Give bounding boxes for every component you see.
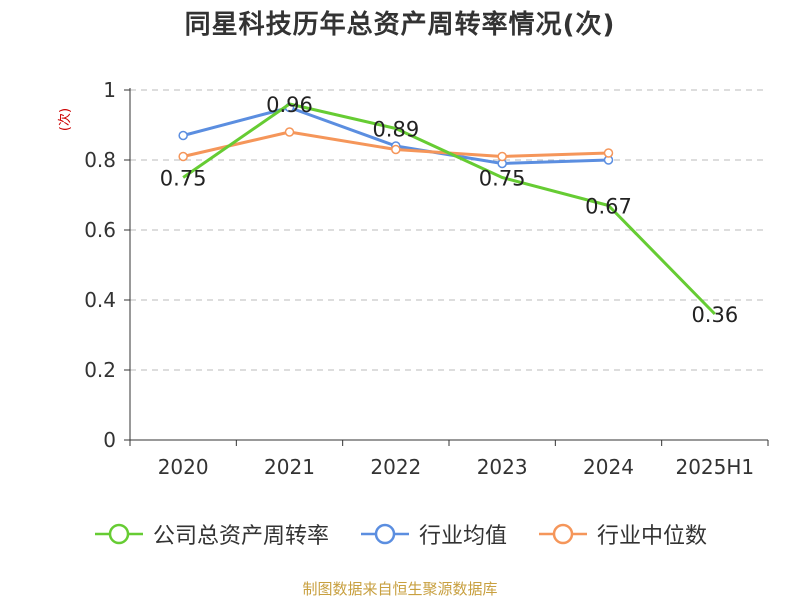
- legend-swatch-icon: [539, 523, 587, 545]
- data-label: 0.96: [266, 93, 313, 117]
- y-tick-label: 0.4: [84, 288, 116, 312]
- data-label: 0.67: [585, 195, 632, 219]
- data-label: 0.75: [160, 167, 207, 191]
- x-tick-label: 2020: [158, 455, 209, 479]
- data-point: [178, 151, 188, 162]
- x-tick-label: 2022: [370, 455, 421, 479]
- legend-item[interactable]: 行业中位数: [537, 518, 707, 550]
- series-line: [182, 102, 716, 316]
- data-point: [178, 130, 188, 141]
- y-tick-label: 1: [103, 78, 116, 102]
- data-label: 0.89: [372, 118, 419, 142]
- x-tick-label: 2021: [264, 455, 315, 479]
- data-label: 0.75: [479, 167, 526, 191]
- legend: 公司总资产周转率 行业均值 行业中位数: [0, 518, 800, 550]
- x-tick-label: 2025H1: [675, 455, 754, 479]
- y-tick-label: 0.2: [84, 358, 116, 382]
- data-point: [603, 148, 614, 158]
- x-tick-label: 2024: [583, 455, 634, 479]
- chart-title: 同星科技历年总资产周转率情况(次): [184, 10, 616, 40]
- legend-item[interactable]: 公司总资产周转率: [93, 518, 329, 550]
- data-label: 0.36: [691, 303, 738, 327]
- legend-item[interactable]: 行业均值: [359, 518, 507, 550]
- y-tick-label: 0.6: [84, 218, 116, 242]
- x-tick-label: 2023: [477, 455, 528, 479]
- source-note: 制图数据来自恒生聚源数据库: [302, 580, 498, 598]
- data-point: [284, 127, 295, 137]
- legend-swatch-icon: [94, 523, 143, 545]
- data-point: [391, 144, 401, 155]
- y-tick-label: 0: [103, 428, 116, 452]
- legend-label: 行业均值: [418, 524, 507, 549]
- legend-swatch-icon: [360, 523, 409, 545]
- y-tick-label: 0.8: [84, 148, 116, 172]
- data-point: [497, 151, 507, 162]
- legend-label: 行业中位数: [597, 524, 708, 549]
- legend-label: 公司总资产周转率: [152, 524, 329, 549]
